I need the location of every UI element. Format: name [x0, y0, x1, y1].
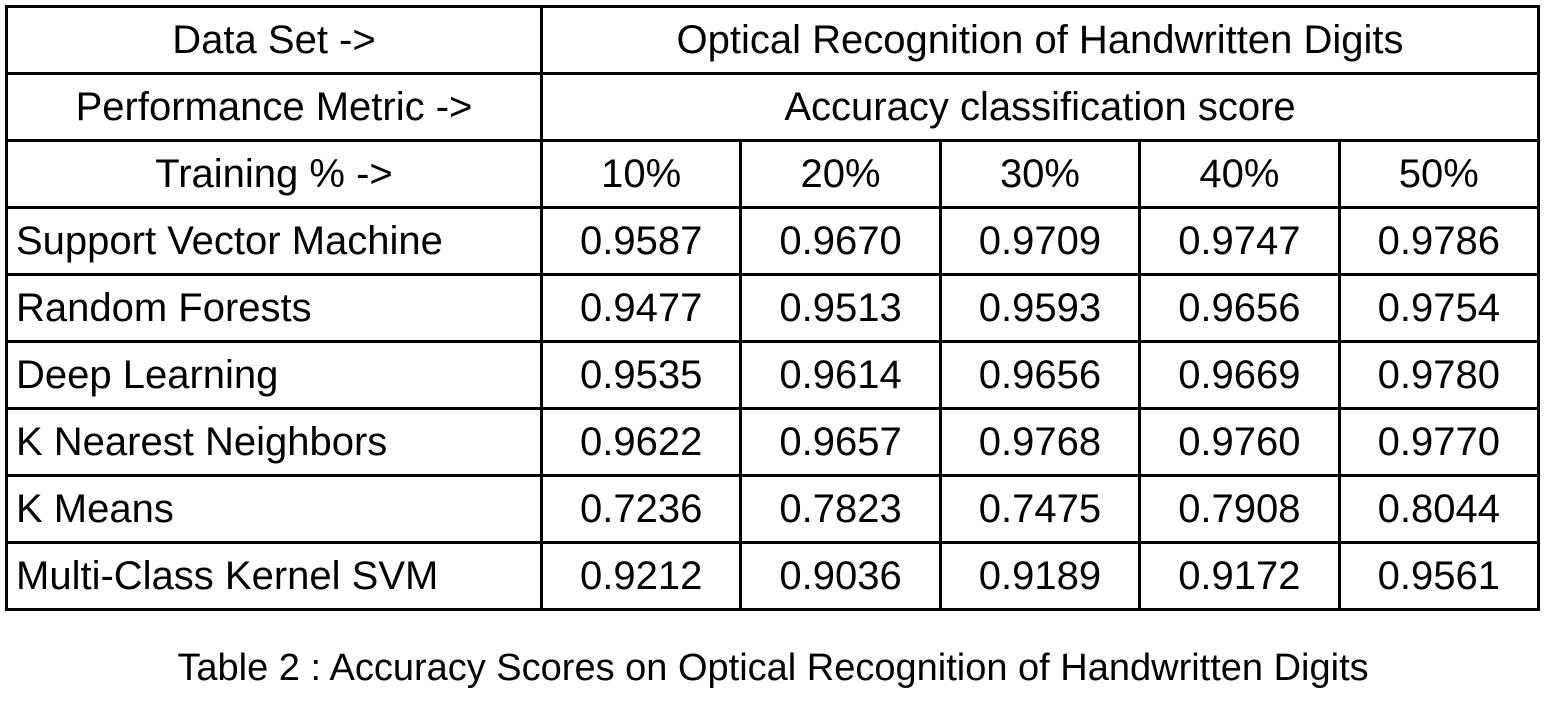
score-cell: 0.9172 [1138, 541, 1341, 611]
method-cell: Support Vector Machine [5, 206, 543, 276]
table-row: Deep Learning 0.9535 0.9614 0.9656 0.9669 0.9… [5, 340, 1541, 410]
score-cell: 0.9535 [539, 340, 743, 410]
table-row: Random Forests 0.9477 0.9513 0.9593 0.9656 0.… [5, 273, 1541, 343]
score-cell: 0.7908 [1138, 474, 1341, 544]
table-row: Multi-Class Kernel SVM 0.9212 0.9036 0.9189… [5, 541, 1541, 611]
header-cell: 10% [539, 139, 743, 209]
method-cell: Multi-Class Kernel SVM [5, 541, 543, 611]
score-cell: 0.9760 [1138, 407, 1341, 477]
score-cell: 0.9656 [938, 340, 1142, 410]
score-cell: 0.9036 [739, 541, 942, 611]
table-row: Support Vector Machine 0.9587 0.9670 0.9709… [5, 206, 1541, 276]
header-cell: Accuracy classification score [540, 72, 1540, 142]
score-cell: 0.9477 [539, 273, 743, 343]
method-cell: Deep Learning [5, 340, 543, 410]
score-cell: 0.9513 [739, 273, 942, 343]
header-cell: 20% [739, 139, 942, 209]
method-cell: Random Forests [5, 273, 543, 343]
header-cell: 50% [1337, 139, 1541, 209]
score-cell: 0.9754 [1337, 273, 1541, 343]
score-cell: 0.9786 [1337, 206, 1541, 276]
header-cell: Training % -> [5, 139, 543, 209]
score-cell: 0.9656 [1138, 273, 1341, 343]
score-cell: 0.8044 [1337, 474, 1541, 544]
score-cell: 0.7823 [739, 474, 942, 544]
header-row: Training % -> 10% 20% 30% 40% 50% [5, 139, 1541, 209]
table-row: K Nearest Neighbors 0.9622 0.9657 0.9768 0.9… [5, 407, 1541, 477]
method-cell: K Nearest Neighbors [5, 407, 543, 477]
score-cell: 0.9780 [1337, 340, 1541, 410]
score-cell: 0.9768 [938, 407, 1142, 477]
score-cell: 0.9669 [1138, 340, 1341, 410]
header-row: Data Set -> Optical Recognition of Handw… [5, 5, 1540, 75]
score-cell: 0.7236 [539, 474, 743, 544]
score-cell: 0.9189 [938, 541, 1142, 611]
method-cell: K Means [5, 474, 543, 544]
table-body: Data Set -> Optical Recognition of Handw… [5, 5, 1541, 611]
table-row: K Means 0.7236 0.7823 0.7475 0.7908 0.8044 [5, 474, 1541, 544]
header-row: Performance Metric -> Accuracy classific… [5, 72, 1540, 142]
header-cell: 40% [1138, 139, 1341, 209]
results-table: Data Set -> Optical Recognition of Handw… [5, 5, 1541, 611]
header-cell: Optical Recognition of Handwritten Digit… [540, 5, 1540, 75]
header-cell: 30% [938, 139, 1142, 209]
score-cell: 0.9657 [739, 407, 942, 477]
score-cell: 0.9587 [539, 206, 743, 276]
score-cell: 0.9593 [938, 273, 1142, 343]
score-cell: 0.9770 [1337, 407, 1541, 477]
header-cell: Performance Metric -> [5, 72, 543, 142]
score-cell: 0.9709 [938, 206, 1142, 276]
score-cell: 0.9747 [1138, 206, 1341, 276]
score-cell: 0.9670 [739, 206, 942, 276]
score-cell: 0.9561 [1337, 541, 1541, 611]
score-cell: 0.7475 [938, 474, 1142, 544]
caption: Table 2 : Accuracy Scores on Optical Rec… [177, 647, 1369, 689]
header-cell: Data Set -> [5, 5, 543, 75]
score-cell: 0.9212 [539, 541, 743, 611]
score-cell: 0.9614 [739, 340, 942, 410]
score-cell: 0.9622 [539, 407, 743, 477]
